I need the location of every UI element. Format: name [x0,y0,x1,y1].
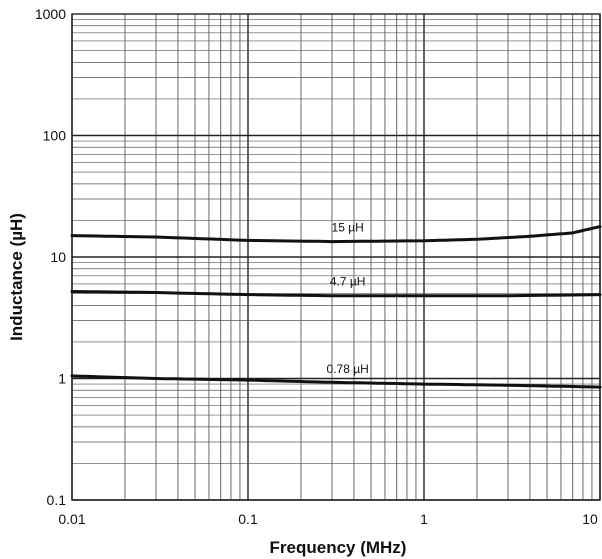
series-label: 0.78 µH [327,362,369,376]
y-tick-label: 0.1 [47,492,67,508]
horizontal-gridlines [72,19,600,501]
series-line [70,374,602,389]
x-tick-label: 0.01 [58,511,85,527]
series-labels: 15 µH 4.7 µH 0.78 µH [327,220,369,375]
y-tick-label: 1 [58,371,66,387]
y-axis-label: Inductance (µH) [7,213,26,341]
y-tick-label: 10 [50,249,66,265]
x-axis-label: Frequency (MHz) [270,538,407,557]
y-tick-labels: 1000 100 10 1 0.1 [35,6,66,508]
series-label: 4.7 µH [330,275,366,289]
x-tick-label: 10 [582,511,598,527]
x-tick-labels: 0.01 0.1 1 10 [58,511,598,527]
y-tick-label: 100 [43,128,67,144]
x-tick-label: 1 [420,511,428,527]
y-tick-label: 1000 [35,6,66,22]
series-label: 15 µH [332,220,364,234]
series-line [70,290,602,298]
plot-frame [71,13,601,501]
series-line [70,225,602,244]
series-lines [70,225,602,389]
x-tick-label: 0.1 [238,511,258,527]
